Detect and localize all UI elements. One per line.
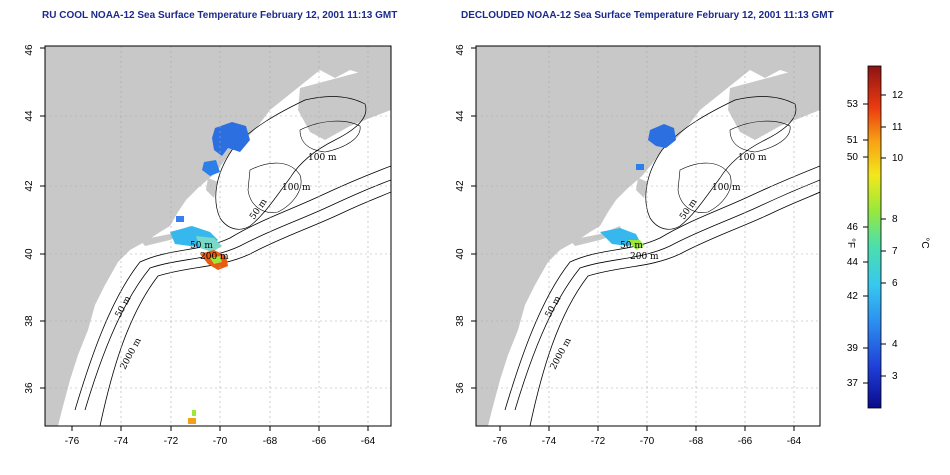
contour-label: 200 m: [200, 252, 229, 262]
celsius-tick: 11: [892, 122, 903, 133]
x-tick-label: -70: [640, 436, 655, 447]
celsius-tick: 8: [892, 214, 898, 225]
y-tick-label: 44: [24, 110, 35, 122]
x-tick-label: -68: [689, 436, 704, 447]
y-tick-label: 42: [24, 180, 35, 192]
fahrenheit-tick: 39: [847, 343, 859, 354]
fahrenheit-axis-label: °F: [845, 238, 856, 248]
contour-label: 100 m: [282, 183, 311, 193]
y-tick-label: 38: [455, 315, 466, 327]
y-tick-label: 40: [455, 248, 466, 260]
x-tick-label: -74: [114, 436, 129, 447]
celsius-tick: 6: [892, 278, 898, 289]
fahrenheit-tick: 44: [847, 257, 859, 268]
x-tick-label: -76: [493, 436, 508, 447]
fahrenheit-tick: 51: [847, 135, 859, 146]
celsius-tick: 12: [892, 90, 904, 101]
y-tick-label: 44: [455, 110, 466, 122]
fahrenheit-tick: 46: [847, 222, 859, 233]
y-tick-label: 40: [24, 248, 35, 260]
x-tick-label: -64: [787, 436, 802, 447]
contour-label: 100 m: [308, 153, 337, 163]
colorbar: °F °C 53 51 50 46 44 42 39 37 12 11 10 8…: [845, 65, 930, 409]
sst-patch-gulf-of-maine: [648, 124, 676, 148]
land-mass: [476, 46, 820, 426]
x-tick-label: -72: [164, 436, 179, 447]
fahrenheit-tick: 53: [847, 99, 859, 110]
contour-label: 50 m: [620, 241, 643, 251]
y-tick-label: 46: [455, 44, 466, 56]
x-tick-label: -64: [361, 436, 376, 447]
x-tick-label: -72: [591, 436, 606, 447]
contour-label: 100 m: [712, 183, 741, 193]
y-tick-label: 46: [24, 44, 35, 56]
map-panel-right: 100 m 100 m 50 m 50 m 200 m 50 m 2000 m …: [455, 44, 821, 447]
contour-label: 50 m: [190, 241, 213, 251]
celsius-axis-label: °C: [919, 237, 930, 248]
y-tick-label: 36: [455, 382, 466, 394]
y-tick-label: 38: [24, 315, 35, 327]
y-tick-label: 36: [24, 382, 35, 394]
contour-label: 200 m: [630, 252, 659, 262]
x-tick-label: -76: [65, 436, 80, 447]
map-title-left: RU COOL NOAA-12 Sea Surface Temperature …: [42, 10, 398, 21]
contour-label: 100 m: [738, 153, 767, 163]
x-tick-label: -66: [312, 436, 327, 447]
celsius-tick: 10: [892, 153, 904, 164]
fahrenheit-tick: 42: [847, 291, 859, 302]
land-mass: [45, 46, 391, 426]
map-panel-left: 100 m 100 m 50 m 50 m 200 m 50 m 2000 m …: [24, 44, 392, 447]
fahrenheit-tick: 37: [847, 378, 859, 389]
x-tick-label: -68: [263, 436, 278, 447]
map-title-right: DECLOUDED NOAA-12 Sea Surface Temperatur…: [461, 10, 834, 21]
colorbar-gradient: [867, 65, 882, 409]
x-tick-label: -70: [213, 436, 228, 447]
celsius-tick: 3: [892, 371, 898, 382]
fahrenheit-tick: 50: [847, 152, 859, 163]
sst-patch-gulf-of-maine: [212, 122, 250, 156]
x-tick-label: -74: [542, 436, 557, 447]
y-tick-label: 42: [455, 180, 466, 192]
celsius-tick: 7: [892, 246, 898, 257]
x-tick-label: -66: [738, 436, 753, 447]
celsius-tick: 4: [892, 339, 898, 350]
